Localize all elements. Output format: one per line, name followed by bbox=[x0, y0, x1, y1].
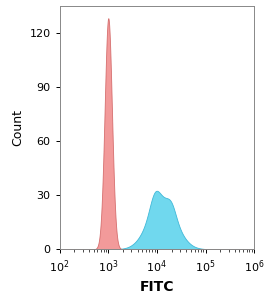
Y-axis label: Count: Count bbox=[11, 109, 24, 146]
X-axis label: FITC: FITC bbox=[140, 280, 174, 294]
